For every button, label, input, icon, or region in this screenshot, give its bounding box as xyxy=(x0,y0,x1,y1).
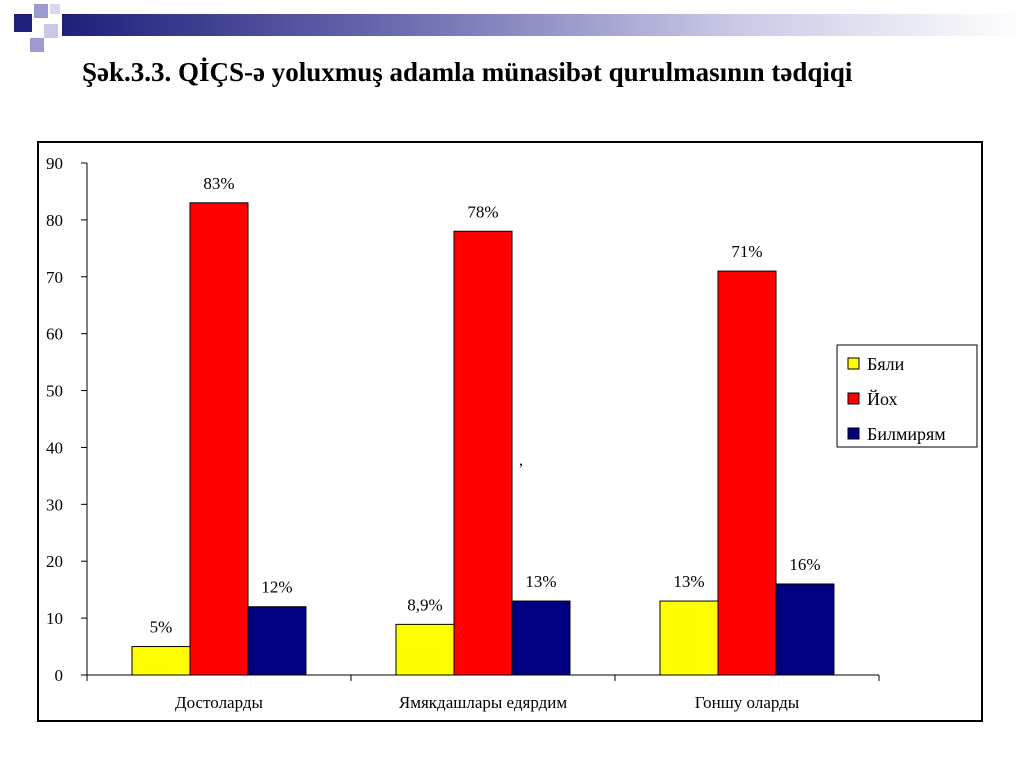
bar xyxy=(659,600,719,676)
bar xyxy=(453,230,513,676)
x-tick-label: Гоншу оларды xyxy=(695,693,800,712)
y-tick-label: 40 xyxy=(46,438,63,457)
slide-title: Şək.3.3. QİÇS-ə yoluxmuş adamla münasibə… xyxy=(82,57,853,87)
data-label: 71% xyxy=(731,242,762,261)
legend-swatch xyxy=(847,357,860,370)
bar xyxy=(395,623,455,676)
deco-square-light-2 xyxy=(44,24,58,38)
deco-square-light-1 xyxy=(34,4,48,18)
bar xyxy=(511,600,571,676)
legend-swatch xyxy=(847,392,860,405)
bar xyxy=(189,202,249,676)
y-tick-label: 60 xyxy=(46,325,63,344)
legend-label: Бяли xyxy=(867,354,905,374)
legend-box xyxy=(836,344,978,448)
data-label: 78% xyxy=(467,202,498,221)
deco-square-dark-1 xyxy=(14,14,32,32)
y-tick-label: 10 xyxy=(46,609,63,628)
x-tick-label: Ямякдашлары едярдим xyxy=(399,693,567,712)
x-tick-label: Достоларды xyxy=(175,693,264,712)
bar xyxy=(717,270,777,676)
data-label: 8,9% xyxy=(407,595,442,614)
chart-frame: 0 10 20 30 40 50 60 70 80 90 Достоларды Ямякдашлары… xyxy=(37,141,983,722)
deco-square-light-3 xyxy=(30,38,44,52)
data-label: 13% xyxy=(673,572,704,591)
data-label: 12% xyxy=(261,578,292,597)
y-tick-label: 80 xyxy=(46,211,63,230)
data-label: 5% xyxy=(150,618,173,637)
legend-label: Йох xyxy=(867,389,898,409)
header-gradient-bar xyxy=(62,14,1024,36)
bar xyxy=(131,646,191,676)
data-label: 16% xyxy=(789,555,820,574)
legend-label: Билмирям xyxy=(867,424,946,444)
y-tick-label: 50 xyxy=(46,382,63,401)
bar xyxy=(247,606,307,676)
bar-chart: 0 10 20 30 40 50 60 70 80 90 Достоларды Ямякдашлары… xyxy=(46,154,978,712)
y-tick-label: 70 xyxy=(46,268,63,287)
deco-square-light-4 xyxy=(50,4,60,14)
data-label: 83% xyxy=(203,174,234,193)
data-label: 13% xyxy=(525,572,556,591)
legend-swatch xyxy=(847,427,860,440)
y-tick-label: 30 xyxy=(46,495,63,514)
chart-annotation: , xyxy=(519,452,523,469)
y-tick-label: 20 xyxy=(46,552,63,571)
y-tick-label: 90 xyxy=(46,154,63,173)
y-tick-label: 0 xyxy=(55,666,64,685)
bar xyxy=(775,583,835,676)
